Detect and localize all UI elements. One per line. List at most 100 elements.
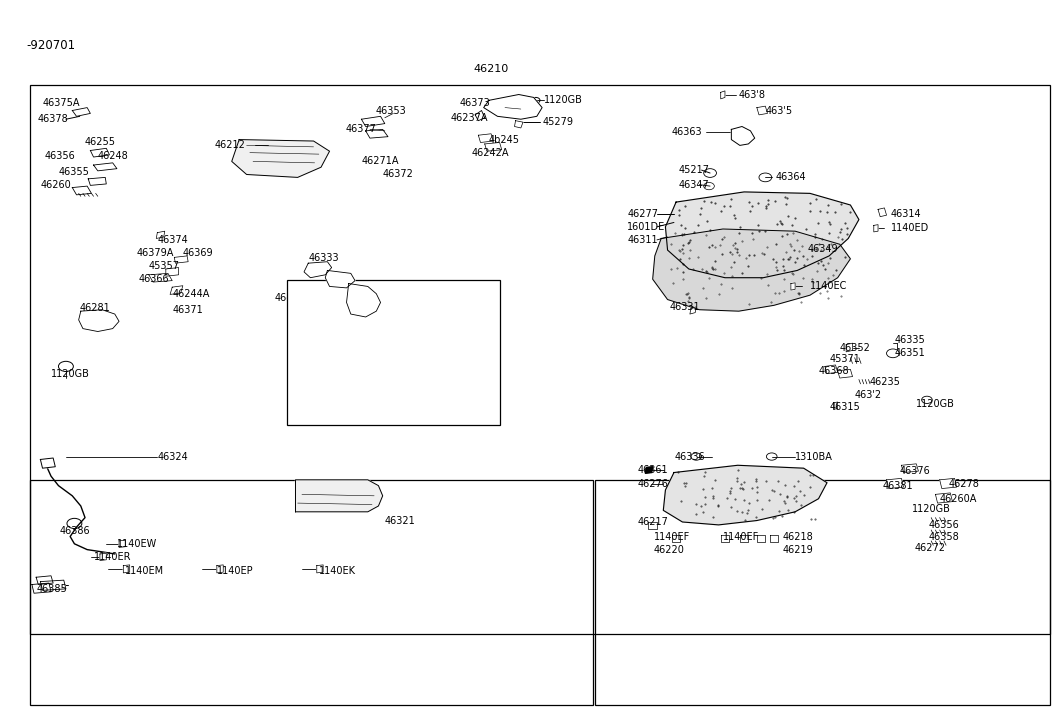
Text: 46277: 46277 [627, 209, 658, 219]
Polygon shape [740, 535, 748, 542]
Polygon shape [123, 565, 130, 573]
Polygon shape [79, 310, 119, 332]
Polygon shape [770, 535, 778, 542]
Polygon shape [940, 478, 957, 489]
Polygon shape [156, 231, 165, 238]
Polygon shape [878, 208, 887, 217]
Polygon shape [475, 111, 485, 121]
Text: 46378: 46378 [37, 114, 68, 124]
Text: 1310BA: 1310BA [795, 451, 833, 462]
Text: 46347: 46347 [678, 180, 709, 190]
Polygon shape [170, 286, 183, 294]
Text: 46355: 46355 [58, 166, 89, 177]
Text: 46361: 46361 [638, 465, 669, 475]
Text: 46374: 46374 [157, 235, 188, 245]
Polygon shape [887, 478, 904, 489]
Text: 46311: 46311 [627, 235, 658, 245]
Polygon shape [825, 365, 838, 374]
Text: 46281: 46281 [80, 303, 111, 313]
Text: 46373: 46373 [459, 98, 490, 108]
Polygon shape [361, 116, 385, 126]
Text: 46381: 46381 [882, 481, 913, 491]
Text: 1140EM: 1140EM [125, 566, 165, 576]
Text: 1140EF: 1140EF [654, 531, 690, 542]
Text: 46248: 46248 [98, 151, 129, 161]
Polygon shape [366, 129, 388, 138]
Polygon shape [174, 256, 188, 263]
Text: 463'5: 463'5 [765, 105, 793, 116]
Polygon shape [88, 177, 106, 185]
Text: 45279: 45279 [542, 117, 573, 127]
Polygon shape [757, 535, 765, 542]
Text: 45217: 45217 [678, 165, 709, 175]
Circle shape [267, 158, 275, 164]
Text: 46315: 46315 [829, 402, 860, 412]
Text: 46364: 46364 [776, 172, 807, 182]
Circle shape [259, 146, 268, 152]
Text: 46372: 46372 [383, 169, 414, 180]
Text: 46353: 46353 [375, 105, 406, 116]
Bar [30, 480, 593, 705]
Text: 46255: 46255 [85, 137, 116, 147]
Polygon shape [901, 464, 918, 473]
Text: 1140ER: 1140ER [94, 552, 131, 562]
Text: 46324: 46324 [157, 451, 188, 462]
Text: 46377: 46377 [345, 124, 376, 134]
Polygon shape [347, 284, 381, 317]
Polygon shape [665, 192, 859, 278]
Polygon shape [653, 229, 850, 311]
Text: 46272: 46272 [914, 543, 945, 553]
Text: 46356: 46356 [929, 520, 960, 530]
Text: 45371: 45371 [829, 354, 860, 364]
Polygon shape [36, 576, 53, 585]
Text: 4b245: 4b245 [489, 134, 520, 145]
Text: 1140EP: 1140EP [217, 566, 253, 576]
Polygon shape [935, 493, 952, 503]
Text: 46342B: 46342B [298, 322, 335, 332]
Text: 46356: 46356 [45, 151, 75, 161]
Text: 46358: 46358 [929, 531, 960, 542]
Text: 46271A: 46271A [361, 156, 399, 166]
Polygon shape [690, 307, 696, 314]
Polygon shape [648, 522, 657, 529]
Circle shape [294, 309, 305, 316]
Text: 1120GB: 1120GB [916, 399, 956, 409]
Text: 46352: 46352 [840, 342, 871, 353]
Text: 46331: 46331 [670, 302, 701, 312]
Polygon shape [90, 148, 109, 157]
Bar [30, 85, 1050, 634]
Text: 46386: 46386 [60, 526, 90, 536]
Text: 46376: 46376 [899, 466, 930, 476]
Polygon shape [94, 163, 117, 171]
Polygon shape [72, 108, 90, 116]
Polygon shape [304, 262, 332, 278]
Text: 46242A: 46242A [472, 148, 509, 158]
Text: 46385: 46385 [36, 584, 67, 594]
Text: 46351: 46351 [895, 348, 926, 358]
Text: 463'8: 463'8 [739, 89, 765, 100]
Text: 1120GB: 1120GB [912, 504, 951, 514]
Text: 1140EF: 1140EF [723, 531, 759, 542]
Polygon shape [846, 343, 853, 352]
Circle shape [67, 518, 82, 529]
Bar [287, 280, 500, 425]
Text: 463'2: 463'2 [855, 390, 882, 401]
Text: 46218: 46218 [782, 531, 813, 542]
Polygon shape [232, 140, 330, 177]
Text: 46219: 46219 [782, 545, 813, 555]
Polygon shape [166, 268, 179, 276]
Text: 46335: 46335 [895, 335, 926, 345]
Text: 46237A: 46237A [451, 113, 488, 123]
Text: 1140EK: 1140EK [319, 566, 356, 576]
Text: 46278: 46278 [948, 479, 979, 489]
Polygon shape [296, 480, 383, 512]
Text: 46349: 46349 [808, 244, 839, 254]
Polygon shape [721, 535, 729, 542]
Polygon shape [478, 134, 493, 142]
Text: 46341A: 46341A [287, 308, 324, 318]
Polygon shape [874, 225, 878, 232]
Polygon shape [838, 369, 853, 378]
Text: 46260A: 46260A [940, 494, 977, 504]
Polygon shape [100, 553, 106, 561]
Text: 45357: 45357 [149, 261, 180, 271]
